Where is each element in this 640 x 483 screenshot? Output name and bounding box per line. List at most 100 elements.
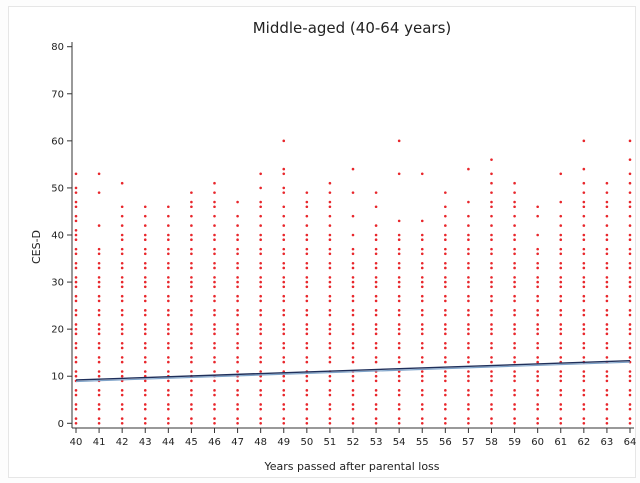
data-point bbox=[74, 346, 78, 350]
x-tick-label: 62 bbox=[577, 437, 590, 448]
data-point bbox=[167, 299, 170, 303]
data-point bbox=[467, 238, 470, 242]
data-point bbox=[628, 181, 632, 185]
data-point bbox=[259, 360, 262, 364]
data-point bbox=[143, 294, 147, 298]
data-point bbox=[190, 205, 193, 209]
fit-line-group bbox=[75, 359, 631, 383]
data-point bbox=[444, 285, 447, 289]
data-point bbox=[513, 252, 516, 256]
data-point bbox=[74, 374, 78, 378]
data-point bbox=[351, 313, 355, 317]
data-point bbox=[328, 356, 332, 359]
data-point bbox=[213, 214, 216, 218]
data-point bbox=[190, 214, 193, 218]
data-point bbox=[259, 417, 262, 420]
data-point bbox=[605, 294, 609, 298]
data-point bbox=[97, 299, 101, 303]
data-point bbox=[467, 299, 470, 303]
data-point bbox=[605, 191, 609, 194]
data-point bbox=[213, 327, 216, 331]
data-point bbox=[444, 261, 447, 265]
data-point bbox=[420, 327, 424, 331]
data-point bbox=[236, 214, 239, 218]
data-point bbox=[351, 309, 355, 312]
data-point bbox=[420, 374, 424, 378]
data-point bbox=[374, 252, 378, 256]
data-point bbox=[605, 309, 609, 312]
data-point bbox=[490, 294, 493, 298]
data-point bbox=[490, 191, 493, 194]
data-point bbox=[420, 332, 424, 336]
data-point bbox=[605, 205, 609, 209]
data-point bbox=[559, 389, 563, 392]
data-point bbox=[190, 280, 193, 284]
data-point bbox=[120, 299, 124, 303]
data-point bbox=[536, 370, 539, 373]
data-point bbox=[397, 238, 401, 242]
data-point bbox=[143, 313, 147, 317]
data-point bbox=[213, 346, 216, 350]
data-point bbox=[328, 332, 332, 336]
data-point bbox=[282, 167, 286, 171]
data-point bbox=[582, 374, 586, 378]
data-point bbox=[559, 214, 563, 218]
data-point bbox=[305, 299, 309, 303]
y-tick-label: 30 bbox=[51, 278, 64, 289]
data-point bbox=[74, 266, 78, 270]
data-point bbox=[213, 393, 216, 397]
data-point bbox=[190, 266, 193, 270]
data-point bbox=[351, 294, 355, 298]
data-point bbox=[351, 276, 355, 279]
y-tick-label: 50 bbox=[51, 183, 64, 194]
data-point bbox=[120, 313, 124, 317]
data-point bbox=[467, 370, 470, 373]
data-point bbox=[513, 299, 516, 303]
data-point bbox=[143, 407, 147, 411]
data-point bbox=[97, 341, 101, 345]
data-point bbox=[605, 407, 609, 411]
data-point bbox=[282, 280, 286, 284]
data-point bbox=[397, 403, 401, 406]
data-point bbox=[420, 417, 424, 420]
data-point bbox=[559, 341, 563, 345]
data-point bbox=[143, 421, 147, 425]
data-point bbox=[213, 280, 216, 284]
data-point bbox=[97, 346, 101, 350]
data-point bbox=[305, 309, 309, 312]
data-point bbox=[628, 346, 632, 350]
data-point bbox=[513, 370, 516, 373]
data-point bbox=[167, 393, 170, 397]
data-point bbox=[374, 309, 378, 312]
data-point bbox=[328, 421, 332, 425]
data-point bbox=[513, 285, 516, 289]
data-point bbox=[259, 309, 262, 312]
data-point bbox=[513, 323, 516, 326]
data-point bbox=[536, 214, 539, 218]
data-point bbox=[305, 417, 309, 420]
data-point bbox=[397, 323, 401, 326]
data-point bbox=[351, 341, 355, 345]
data-point bbox=[536, 407, 539, 411]
chart-title: Middle-aged (40-64 years) bbox=[253, 19, 452, 37]
data-point bbox=[328, 360, 332, 364]
data-point bbox=[282, 252, 286, 256]
data-point bbox=[582, 313, 586, 317]
data-point bbox=[120, 285, 124, 289]
data-point bbox=[374, 205, 378, 209]
data-point bbox=[397, 247, 401, 251]
data-point bbox=[605, 313, 609, 317]
data-point bbox=[374, 332, 378, 336]
data-point bbox=[628, 341, 632, 345]
data-point bbox=[444, 299, 447, 303]
data-point bbox=[536, 266, 539, 270]
data-point bbox=[120, 346, 124, 350]
data-point bbox=[605, 238, 609, 242]
data-point bbox=[328, 285, 332, 289]
data-point bbox=[490, 421, 493, 425]
data-point bbox=[259, 407, 262, 411]
data-point bbox=[605, 299, 609, 303]
data-point bbox=[628, 280, 632, 284]
data-point bbox=[467, 417, 470, 420]
data-point bbox=[143, 370, 147, 373]
